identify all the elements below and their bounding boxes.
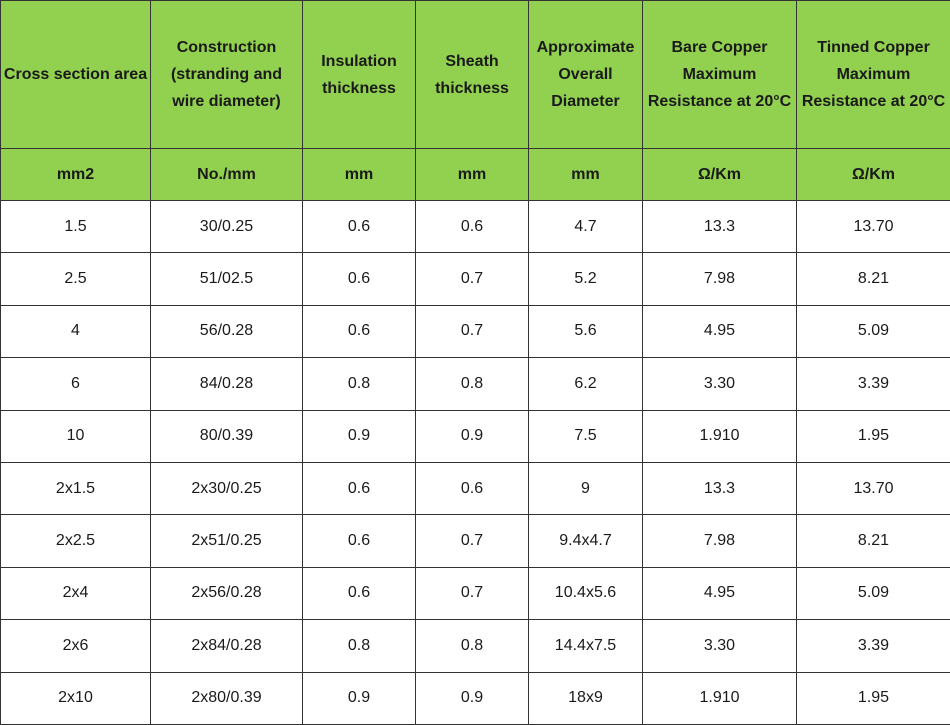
cell-cross-section-area: 2x10 (0, 671, 151, 725)
header-overall-diameter: Approximate Overall Diameter (528, 0, 643, 149)
cell-construction: 2x51/0.25 (150, 514, 303, 568)
table-row: 2.5 51/02.5 0.6 0.7 5.2 7.98 8.21 (0, 252, 950, 306)
cell-insulation-thickness: 0.8 (302, 619, 416, 673)
cell-bare-copper-resistance: 7.98 (642, 252, 797, 306)
cell-cross-section-area: 2x6 (0, 619, 151, 673)
unit-bare-copper-resistance: Ω/Km (642, 148, 797, 201)
table-body: 1.5 30/0.25 0.6 0.6 4.7 13.3 13.70 2.5 51/02.5 0.… (0, 199, 950, 725)
cell-construction: 51/02.5 (150, 252, 303, 306)
cell-sheath-thickness: 0.7 (415, 304, 529, 359)
cell-cross-section-area: 2x2.5 (0, 514, 151, 568)
cell-bare-copper-resistance: 3.30 (642, 619, 797, 673)
cell-insulation-thickness: 0.8 (302, 357, 416, 411)
table-row: 6 84/0.28 0.8 0.8 6.2 3.30 3.39 (0, 357, 950, 411)
cell-insulation-thickness: 0.6 (302, 252, 416, 306)
cell-sheath-thickness: 0.6 (415, 199, 529, 254)
cell-overall-diameter: 9.4x4.7 (528, 514, 643, 568)
cell-insulation-thickness: 0.6 (302, 304, 416, 359)
unit-sheath-thickness: mm (415, 148, 529, 201)
cell-tinned-copper-resistance: 13.70 (796, 461, 950, 516)
cell-construction: 84/0.28 (150, 357, 303, 411)
cell-overall-diameter: 5.2 (528, 252, 643, 306)
header-insulation-thickness: Insulation thickness (302, 0, 416, 149)
cell-tinned-copper-resistance: 8.21 (796, 514, 950, 568)
cell-cross-section-area: 6 (0, 357, 151, 411)
cell-tinned-copper-resistance: 8.21 (796, 252, 950, 306)
unit-cross-section-area: mm2 (0, 148, 151, 201)
table-row: 4 56/0.28 0.6 0.7 5.6 4.95 5.09 (0, 304, 950, 359)
cell-sheath-thickness: 0.7 (415, 252, 529, 306)
cell-cross-section-area: 2.5 (0, 252, 151, 306)
cell-construction: 80/0.39 (150, 409, 303, 463)
cell-construction: 2x30/0.25 (150, 461, 303, 516)
cell-construction: 56/0.28 (150, 304, 303, 359)
cell-construction: 30/0.25 (150, 199, 303, 254)
cell-bare-copper-resistance: 4.95 (642, 566, 797, 621)
cell-sheath-thickness: 0.9 (415, 671, 529, 725)
cell-cross-section-area: 1.5 (0, 199, 151, 254)
cell-insulation-thickness: 0.9 (302, 671, 416, 725)
header-construction: Construction (stranding and wire diamete… (150, 0, 303, 149)
cell-cross-section-area: 10 (0, 409, 151, 463)
cell-sheath-thickness: 0.7 (415, 514, 529, 568)
cell-overall-diameter: 7.5 (528, 409, 643, 463)
table-row: 10 80/0.39 0.9 0.9 7.5 1.910 1.95 (0, 409, 950, 463)
cell-sheath-thickness: 0.8 (415, 357, 529, 411)
cell-construction: 2x80/0.39 (150, 671, 303, 725)
cell-overall-diameter: 4.7 (528, 199, 643, 254)
cell-cross-section-area: 4 (0, 304, 151, 359)
cell-bare-copper-resistance: 1.910 (642, 409, 797, 463)
header-sheath-thickness: Sheath thickness (415, 0, 529, 149)
cell-bare-copper-resistance: 7.98 (642, 514, 797, 568)
table-row: 1.5 30/0.25 0.6 0.6 4.7 13.3 13.70 (0, 199, 950, 254)
cell-insulation-thickness: 0.6 (302, 461, 416, 516)
table-row: 2x2.5 2x51/0.25 0.6 0.7 9.4x4.7 7.98 8.21 (0, 514, 950, 568)
cell-construction: 2x84/0.28 (150, 619, 303, 673)
cell-insulation-thickness: 0.6 (302, 199, 416, 254)
cell-overall-diameter: 5.6 (528, 304, 643, 359)
cell-bare-copper-resistance: 3.30 (642, 357, 797, 411)
cell-insulation-thickness: 0.9 (302, 409, 416, 463)
table-row: 2x1.5 2x30/0.25 0.6 0.6 9 13.3 13.70 (0, 461, 950, 516)
cell-sheath-thickness: 0.8 (415, 619, 529, 673)
cell-tinned-copper-resistance: 1.95 (796, 671, 950, 725)
header-row: Cross section area Construction (strandi… (0, 0, 950, 149)
cell-overall-diameter: 14.4x7.5 (528, 619, 643, 673)
cell-sheath-thickness: 0.6 (415, 461, 529, 516)
header-bare-copper-resistance: Bare Copper Maximum Resistance at 20°C (642, 0, 797, 149)
cell-overall-diameter: 10.4x5.6 (528, 566, 643, 621)
table-row: 2x10 2x80/0.39 0.9 0.9 18x9 1.910 1.95 (0, 671, 950, 725)
unit-overall-diameter: mm (528, 148, 643, 201)
table-header: Cross section area Construction (strandi… (0, 0, 950, 201)
cell-sheath-thickness: 0.7 (415, 566, 529, 621)
cell-cross-section-area: 2x4 (0, 566, 151, 621)
cell-overall-diameter: 6.2 (528, 357, 643, 411)
table-row: 2x4 2x56/0.28 0.6 0.7 10.4x5.6 4.95 5.09 (0, 566, 950, 621)
cell-bare-copper-resistance: 4.95 (642, 304, 797, 359)
header-tinned-copper-resistance: Tinned Copper Maximum Resistance at 20°C (796, 0, 950, 149)
cell-construction: 2x56/0.28 (150, 566, 303, 621)
cell-tinned-copper-resistance: 5.09 (796, 304, 950, 359)
cell-tinned-copper-resistance: 5.09 (796, 566, 950, 621)
cell-overall-diameter: 18x9 (528, 671, 643, 725)
unit-insulation-thickness: mm (302, 148, 416, 201)
cell-tinned-copper-resistance: 3.39 (796, 357, 950, 411)
cell-cross-section-area: 2x1.5 (0, 461, 151, 516)
cell-bare-copper-resistance: 13.3 (642, 199, 797, 254)
cell-tinned-copper-resistance: 13.70 (796, 199, 950, 254)
header-cross-section-area: Cross section area (0, 0, 151, 149)
cell-insulation-thickness: 0.6 (302, 566, 416, 621)
cell-bare-copper-resistance: 1.910 (642, 671, 797, 725)
cell-tinned-copper-resistance: 3.39 (796, 619, 950, 673)
cell-tinned-copper-resistance: 1.95 (796, 409, 950, 463)
unit-construction: No./mm (150, 148, 303, 201)
table-row: 2x6 2x84/0.28 0.8 0.8 14.4x7.5 3.30 3.39 (0, 619, 950, 673)
unit-tinned-copper-resistance: Ω/Km (796, 148, 950, 201)
cell-overall-diameter: 9 (528, 461, 643, 516)
units-row: mm2 No./mm mm mm mm Ω/Km Ω/Km (0, 148, 950, 201)
cell-sheath-thickness: 0.9 (415, 409, 529, 463)
cell-insulation-thickness: 0.6 (302, 514, 416, 568)
cell-bare-copper-resistance: 13.3 (642, 461, 797, 516)
